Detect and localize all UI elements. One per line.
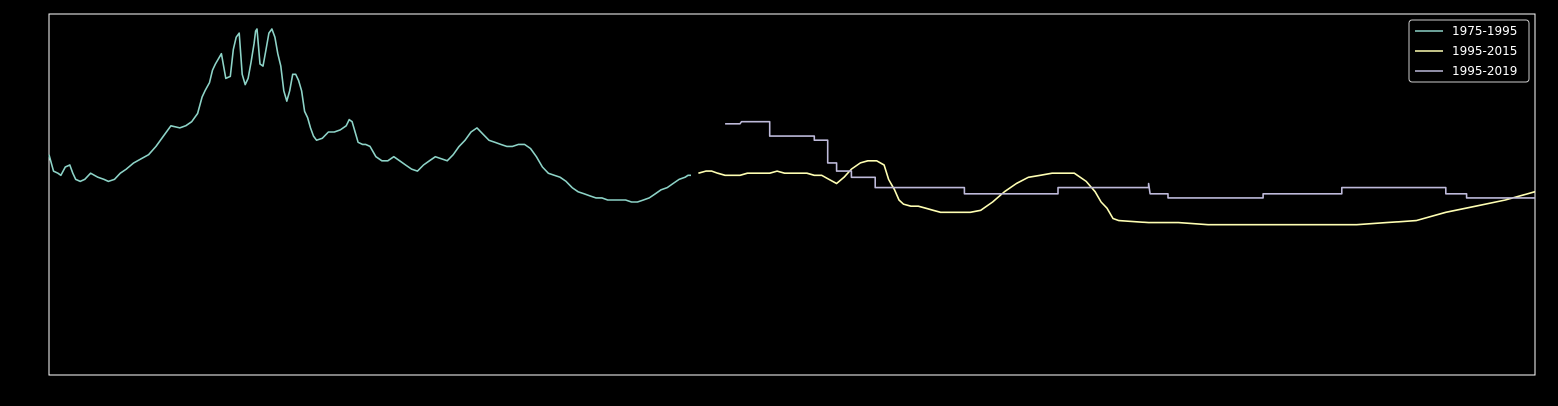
legend-label-0: 1975-1995 bbox=[1452, 24, 1517, 38]
series-line-1995-2019 bbox=[725, 120, 1535, 199]
legend: 1975-1995 1995-2015 1995-2019 bbox=[1408, 19, 1530, 83]
legend-frame bbox=[1408, 19, 1530, 83]
series-line-1995-2015 bbox=[698, 160, 1536, 226]
legend-label-2: 1995-2019 bbox=[1452, 64, 1517, 78]
series-layer bbox=[48, 28, 1536, 226]
series-line-1975-1995 bbox=[48, 28, 691, 203]
legend-label-1: 1995-2015 bbox=[1452, 44, 1517, 58]
